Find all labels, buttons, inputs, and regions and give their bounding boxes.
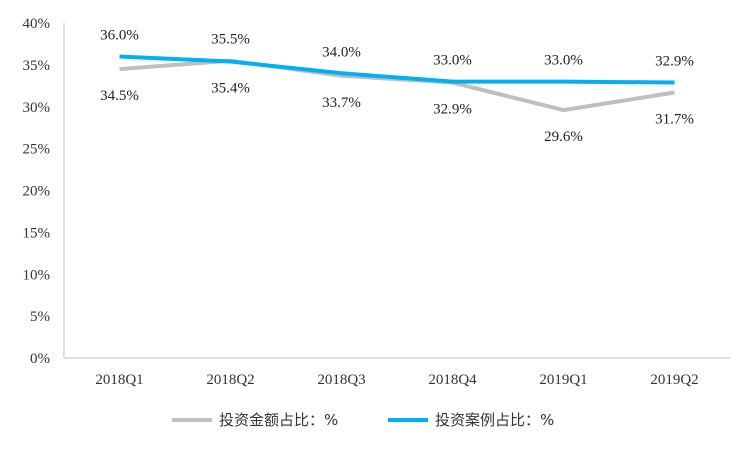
y-tick-label: 5% xyxy=(30,309,50,325)
x-tick-label: 2018Q4 xyxy=(428,372,477,388)
y-tick-label: 40% xyxy=(23,16,51,32)
x-axis: 2018Q1 2018Q2 2018Q3 2018Q4 2019Q1 2019Q2 xyxy=(64,357,730,388)
data-label: 34.0% xyxy=(322,44,361,60)
y-tick-label: 0% xyxy=(30,351,50,367)
x-tick-label: 2019Q2 xyxy=(650,372,698,388)
series-line-1 xyxy=(119,58,675,113)
data-label: 36.0% xyxy=(100,28,139,44)
y-axis: 0% 5% 10% 15% 20% 25% 30% 35% 40% xyxy=(23,16,65,367)
data-label: 35.4% xyxy=(211,81,250,97)
data-label: 29.6% xyxy=(544,129,583,145)
data-label: 33.0% xyxy=(544,53,583,69)
data-label: 33.7% xyxy=(322,95,361,111)
y-tick-label: 20% xyxy=(23,184,51,200)
data-label: 32.9% xyxy=(433,101,472,117)
y-tick-label: 35% xyxy=(23,58,51,74)
y-tick-label: 30% xyxy=(23,100,51,116)
data-label: 34.5% xyxy=(100,88,139,104)
legend-label: 投资金额占比：% xyxy=(219,411,338,429)
series-line-2 xyxy=(119,54,675,85)
x-tick-label: 2019Q1 xyxy=(539,372,587,388)
x-tick-label: 2018Q3 xyxy=(317,372,365,388)
y-tick-label: 15% xyxy=(23,225,51,241)
data-label: 31.7% xyxy=(655,112,694,128)
x-tick-label: 2018Q1 xyxy=(95,372,143,388)
x-tick-label: 2018Q2 xyxy=(206,372,254,388)
data-label: 32.9% xyxy=(655,53,694,69)
y-tick-label: 10% xyxy=(23,267,51,283)
y-tick-label: 25% xyxy=(23,142,51,158)
series-lines xyxy=(119,54,675,113)
data-labels: 34.5% 36.0% 35.5% 35.4% 33.7% 34.0% 32.9% 33.0%… xyxy=(100,28,694,146)
data-label: 35.5% xyxy=(211,32,250,48)
legend: 投资金额占比：% 投资案例占比：% xyxy=(172,411,554,429)
legend-label: 投资案例占比：% xyxy=(435,411,554,429)
data-label: 33.0% xyxy=(433,53,472,69)
